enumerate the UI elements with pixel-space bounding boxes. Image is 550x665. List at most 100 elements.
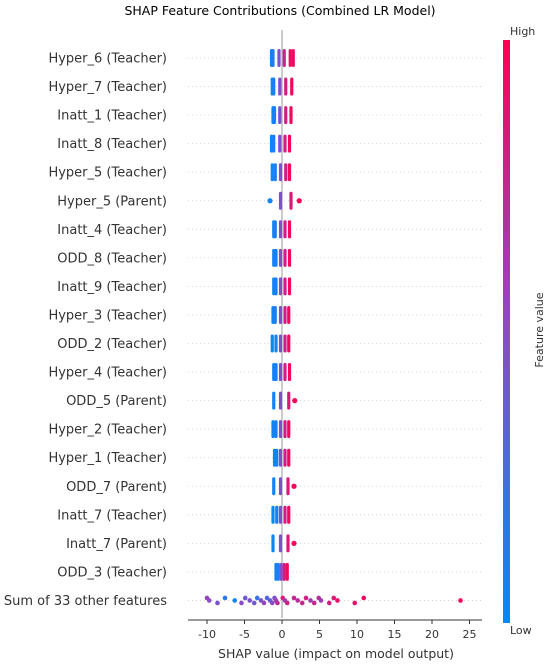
shap-point — [291, 595, 297, 601]
shap-point — [283, 448, 287, 467]
shap-point — [271, 505, 275, 524]
shap-point — [287, 334, 291, 353]
feature-label: ODD_5 (Parent) — [66, 394, 167, 409]
shap-point — [290, 77, 294, 96]
x-tick-label: -10 — [198, 628, 216, 641]
x-tick-label: 10 — [350, 628, 364, 641]
feature-rows: Hyper_6 (Teacher) Hyper_7 (Teacher) Inatt_… — [4, 52, 482, 609]
shap-point — [261, 600, 267, 606]
x-axis-label: SHAP value (impact on model output) — [218, 646, 454, 661]
shap-point — [278, 391, 283, 410]
shap-point — [295, 598, 301, 603]
shap-point — [291, 49, 295, 67]
shap-point — [254, 595, 260, 601]
shap-point — [278, 191, 283, 210]
feature-label: Sum of 33 other features — [4, 594, 167, 609]
shap-point — [361, 595, 367, 601]
x-tick-label: 5 — [316, 628, 323, 641]
colorbar-title: Feature value — [533, 292, 546, 367]
shap-point — [283, 334, 287, 353]
shap-point — [335, 598, 340, 603]
shap-point — [286, 477, 290, 496]
feature-label: Hyper_1 (Teacher) — [48, 451, 167, 466]
shap-point — [284, 77, 288, 96]
shap-point — [273, 163, 277, 182]
shap-point — [278, 420, 283, 439]
feature-label: Inatt_8 (Teacher) — [57, 137, 167, 152]
feature-label: Inatt_7 (Parent) — [66, 537, 167, 552]
feature-label: Hyper_4 (Teacher) — [48, 366, 167, 381]
shap-point — [274, 363, 278, 382]
shap-point — [242, 595, 248, 601]
shap-point — [287, 420, 291, 439]
colorbar — [503, 40, 510, 623]
x-tick-label: -5 — [239, 628, 250, 641]
shap-point — [272, 77, 276, 96]
shap-point — [275, 448, 279, 467]
shap-point — [284, 163, 288, 182]
x-axis-ticks: -10 -5 0 5 10 15 20 25 — [198, 620, 477, 641]
shap-point — [277, 49, 281, 67]
shap-point — [283, 134, 287, 153]
shap-point — [287, 163, 292, 182]
shap-point — [289, 106, 293, 125]
feature-label: ODD_3 (Teacher) — [57, 565, 167, 580]
shap-point — [318, 598, 324, 603]
feature-label: Inatt_4 (Teacher) — [57, 223, 167, 238]
shap-point — [275, 600, 280, 606]
shap-point — [287, 220, 292, 239]
shap-point — [278, 134, 282, 153]
shap-point — [287, 134, 292, 153]
shap-point — [283, 220, 287, 239]
shap-point — [282, 49, 286, 67]
shap-point — [308, 598, 313, 603]
shap-point — [291, 540, 297, 546]
x-tick-label: 20 — [425, 628, 439, 641]
shap-point — [271, 49, 275, 67]
shap-point — [272, 134, 276, 153]
shap-point — [352, 600, 358, 606]
shap-point — [287, 248, 292, 267]
shap-point — [287, 505, 291, 524]
feature-label: Hyper_5 (Teacher) — [48, 166, 167, 181]
shap-point — [232, 598, 238, 603]
feature-label: Hyper_2 (Teacher) — [48, 423, 167, 438]
shap-point — [311, 600, 317, 606]
shap-point — [303, 595, 309, 601]
shap-point — [278, 163, 283, 182]
feature-label: Hyper_3 (Teacher) — [48, 308, 167, 323]
shap-point — [275, 505, 279, 524]
shap-point — [278, 363, 283, 382]
shap-point — [206, 598, 212, 603]
shap-point — [278, 220, 283, 239]
shap-point — [326, 600, 332, 606]
shap-point — [278, 305, 283, 324]
x-tick-label: 15 — [388, 628, 402, 641]
feature-label: ODD_8 (Teacher) — [57, 251, 167, 266]
shap-point — [278, 534, 283, 553]
feature-label: Hyper_7 (Teacher) — [48, 80, 167, 95]
shap-point — [292, 398, 298, 404]
shap-point — [239, 600, 244, 606]
shap-point — [283, 420, 287, 439]
colorbar-low-label: Low — [510, 624, 532, 637]
shap-point — [276, 562, 280, 581]
shap-point — [296, 198, 302, 204]
shap-point — [283, 363, 287, 382]
shap-point — [270, 334, 274, 353]
shap-point — [287, 277, 292, 296]
shap-point — [215, 600, 220, 606]
shap-point — [283, 305, 287, 324]
feature-label: ODD_7 (Parent) — [66, 480, 167, 495]
shap-point — [278, 448, 283, 467]
shap-point — [278, 477, 283, 496]
shap-point — [272, 477, 276, 496]
feature-label: Inatt_7 (Teacher) — [57, 508, 167, 523]
shap-point — [247, 598, 253, 603]
shap-point — [272, 391, 276, 410]
feature-label: ODD_2 (Teacher) — [57, 337, 167, 352]
shap-point — [278, 334, 283, 353]
shap-point — [274, 334, 278, 353]
x-tick-label: 25 — [463, 628, 477, 641]
